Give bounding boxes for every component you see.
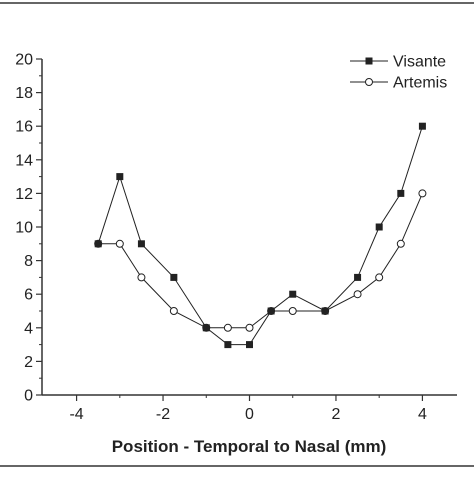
visante-point [267,307,275,315]
x-axis-label: Position - Temporal to Nasal (mm) [112,437,387,456]
legend-marker-visante [365,57,373,65]
visante-point [321,307,329,315]
visante-line [97,126,423,346]
visante-point [375,223,383,231]
artemis-point [418,189,427,198]
legend-item-visante: Visante [350,54,446,71]
y-tick-label: 2 [24,354,33,371]
artemis-point [223,323,232,332]
visante-point [246,341,253,349]
x-tick-label: 4 [418,406,427,423]
artemis-point [288,307,297,315]
legend: Visante Artemis [350,54,447,92]
y-tick-label: 10 [15,220,33,237]
y-tick-label: 20 [15,52,33,69]
visante-point [224,341,232,349]
visante-point [397,189,405,197]
y-tick-label: 0 [24,388,33,405]
y-tick-label: 18 [15,85,33,102]
artemis-point [115,239,124,248]
x-tick-label: -4 [69,406,83,423]
x-tick-label: 0 [245,406,254,423]
y-tick-label: 6 [24,287,33,304]
visante-point [94,240,102,248]
legend-label-artemis: Artemis [393,75,447,92]
artemis-series [94,189,427,332]
y-tick-label: 4 [24,320,33,337]
visante-point [170,273,178,281]
legend-item-artemis: Artemis [350,75,447,92]
y-tick-label: 16 [15,119,33,136]
visante-point [116,173,124,181]
artemis-line [98,193,423,329]
x-tick-label: -2 [156,406,170,423]
legend-marker-artemis [365,78,373,86]
artemis-point [396,239,405,248]
legend-label-visante: Visante [393,54,446,71]
visante-series [94,122,426,349]
visante-point [354,273,362,281]
artemis-point [137,273,146,282]
series-group [94,122,427,349]
artemis-point [245,323,254,332]
y-tick-label: 12 [15,186,33,203]
visante-point [137,240,145,248]
x-tick-label: 2 [332,406,341,423]
artemis-point [169,307,178,315]
visante-point [289,290,297,298]
axes: 0 2 4 6 8 10 12 14 16 18 20 -4 -2 0 2 4 [15,52,457,423]
artemis-point [375,273,384,282]
artemis-point [353,290,362,299]
y-tick-label: 8 [24,253,33,270]
visante-point [418,122,426,130]
visante-point [202,324,210,332]
y-tick-label: 14 [15,152,33,169]
